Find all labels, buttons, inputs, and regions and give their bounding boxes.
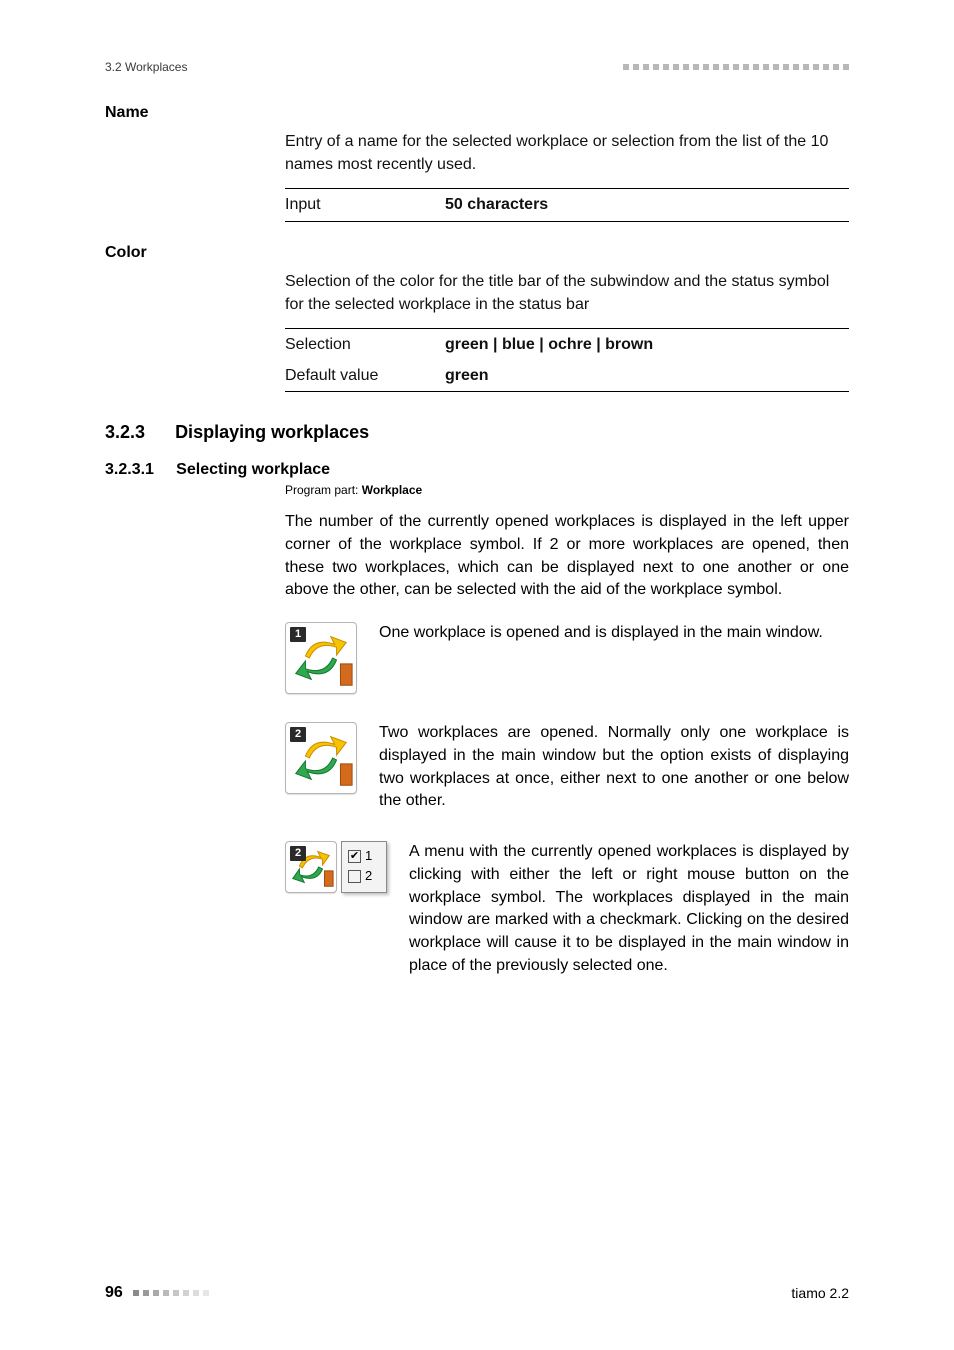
dropdown-item[interactable]: ✔ 1 <box>348 846 380 866</box>
field-color-description: Selection of the color for the title bar… <box>285 270 849 316</box>
icon-entry-text: Two workplaces are opened. Normally only… <box>379 722 849 813</box>
subsection-intro: The number of the currently opened workp… <box>105 511 849 602</box>
subsection-heading: 3.2.3.1 Selecting workplace <box>105 461 849 479</box>
field-color-label: Color <box>105 244 849 262</box>
param-key: Selection <box>285 333 445 356</box>
program-part: Program part: Workplace <box>105 483 849 497</box>
header-decoration <box>623 64 849 70</box>
page-number: 96 <box>105 1284 123 1302</box>
workplace-badge: 2 <box>290 846 306 861</box>
workplace-icon: 2 <box>285 841 337 893</box>
workplace-dropdown: ✔ 1 2 <box>341 841 387 893</box>
program-part-label: Program part: <box>285 483 358 497</box>
field-color: Color Selection of the color for the tit… <box>105 244 849 393</box>
icon-entry: 1 One workplace is opened and is display… <box>105 622 849 694</box>
product-name: tiamo 2.2 <box>791 1285 849 1301</box>
icon-entry: 2 Two workplaces are opened. Normally on… <box>105 722 849 813</box>
section-title: Displaying workplaces <box>175 422 369 442</box>
dropdown-item-label: 2 <box>365 866 372 886</box>
subsection-title: Selecting workplace <box>176 461 330 478</box>
subsection-number: 3.2.3.1 <box>105 461 154 478</box>
dropdown-item[interactable]: 2 <box>348 866 380 886</box>
field-color-table: Selection green | blue | ochre | brown D… <box>285 328 849 392</box>
field-name: Name Entry of a name for the selected wo… <box>105 104 849 222</box>
workplace-icon: 1 <box>285 622 357 694</box>
field-name-label: Name <box>105 104 849 122</box>
footer-decoration <box>133 1290 209 1296</box>
section-heading: 3.2.3 Displaying workplaces <box>105 422 849 443</box>
param-key: Default value <box>285 364 445 387</box>
checkbox-checked-icon: ✔ <box>348 850 361 863</box>
icon-entry-text: A menu with the currently opened workpla… <box>409 841 849 977</box>
workplace-badge: 2 <box>290 727 306 742</box>
param-value: 50 characters <box>445 193 849 216</box>
page-footer: 96 tiamo 2.2 <box>105 1284 849 1302</box>
field-name-description: Entry of a name for the selected workpla… <box>285 130 849 176</box>
section-number: 3.2.3 <box>105 422 145 442</box>
checkbox-unchecked-icon <box>348 870 361 883</box>
param-key: Input <box>285 193 445 216</box>
program-part-value: Workplace <box>362 483 422 497</box>
icon-entry: 2 ✔ 1 2 A menu with the currently opened… <box>105 841 849 977</box>
icon-entry-text: One workplace is opened and is displayed… <box>379 622 849 645</box>
workplace-icon: 2 <box>285 722 357 794</box>
page-header: 3.2 Workplaces <box>105 60 849 74</box>
workplace-badge: 1 <box>290 627 306 642</box>
dropdown-item-label: 1 <box>365 846 372 866</box>
param-value: green <box>445 364 849 387</box>
field-name-table: Input 50 characters <box>285 188 849 221</box>
workplace-icon-with-menu: 2 ✔ 1 2 <box>285 841 387 893</box>
header-section-label: 3.2 Workplaces <box>105 60 187 74</box>
param-value: green | blue | ochre | brown <box>445 333 849 356</box>
